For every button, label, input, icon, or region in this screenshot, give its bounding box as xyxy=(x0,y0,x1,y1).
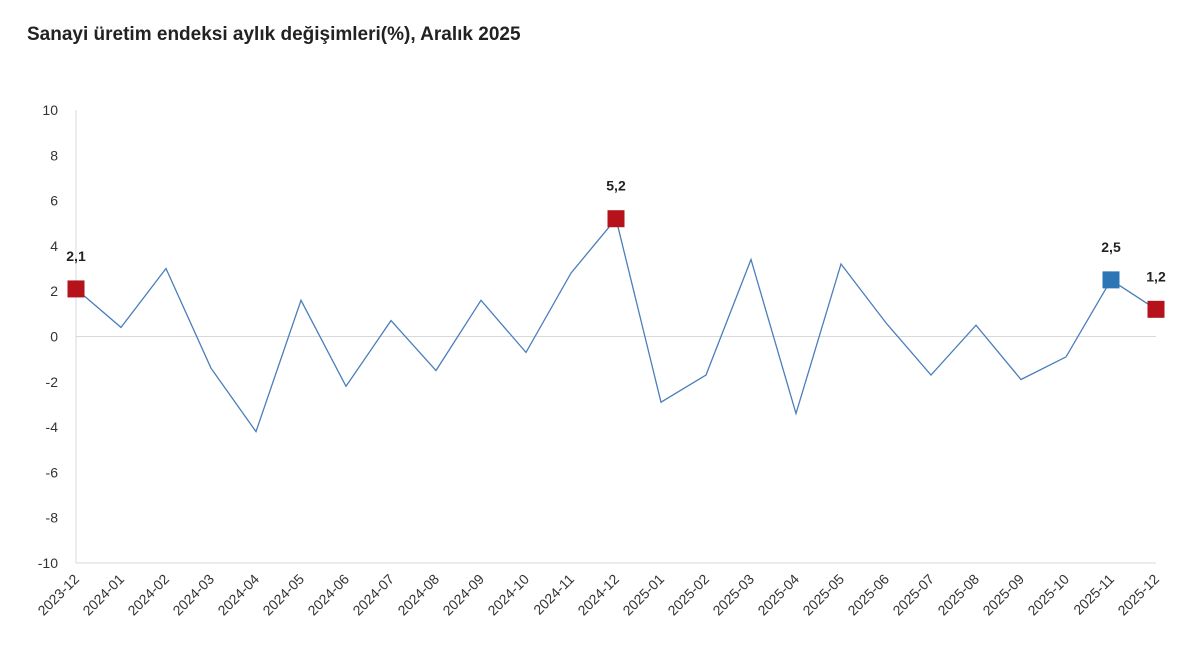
x-tick-label: 2024-06 xyxy=(304,571,352,619)
y-tick-label: -10 xyxy=(38,555,58,571)
x-tick-label: 2024-07 xyxy=(349,571,397,619)
x-tick-label: 2024-03 xyxy=(169,571,217,619)
x-tick-label: 2025-12 xyxy=(1114,571,1162,619)
x-tick-label: 2024-10 xyxy=(484,571,532,619)
y-tick-label: 6 xyxy=(50,193,58,209)
data-label: 2,1 xyxy=(66,248,86,264)
y-tick-label: -8 xyxy=(46,510,59,526)
y-tick-label: 4 xyxy=(50,238,58,254)
y-tick-label: 8 xyxy=(50,147,58,163)
x-tick-label: 2024-04 xyxy=(214,571,262,619)
data-point-marker xyxy=(607,210,625,228)
chart-axes xyxy=(75,110,1156,564)
series-line xyxy=(75,217,1157,434)
x-tick-label: 2025-11 xyxy=(1070,571,1117,618)
highlight-markers xyxy=(67,210,1165,318)
x-tick-label: 2025-02 xyxy=(664,571,712,619)
y-tick-label: 0 xyxy=(50,329,58,345)
x-tick-label: 2024-08 xyxy=(394,571,442,619)
y-tick-label: -2 xyxy=(46,374,59,390)
x-tick-label: 2023-12 xyxy=(34,571,82,619)
y-tick-label: -6 xyxy=(46,464,59,480)
x-tick-label: 2025-01 xyxy=(619,571,667,619)
x-axis-ticks: 2023-122024-012024-022024-032024-042024-… xyxy=(34,571,1162,619)
x-tick-label: 2024-11 xyxy=(530,571,577,618)
y-tick-label: 2 xyxy=(50,283,58,299)
x-tick-label: 2024-12 xyxy=(574,571,622,619)
x-tick-label: 2024-02 xyxy=(124,571,172,619)
x-tick-label: 2025-10 xyxy=(1024,571,1072,619)
data-labels: 2,1 5,2 2,5 1,2 xyxy=(66,178,1166,285)
data-point-marker xyxy=(1102,271,1120,289)
x-tick-label: 2025-08 xyxy=(934,571,982,619)
data-point-marker xyxy=(1147,300,1165,318)
chart-title: Sanayi üretim endeksi aylık değişimleri(… xyxy=(27,24,521,45)
x-tick-label: 2025-03 xyxy=(709,571,757,619)
data-label: 5,2 xyxy=(606,178,626,194)
data-point-marker xyxy=(67,280,85,298)
data-series xyxy=(75,217,1157,434)
x-tick-label: 2025-07 xyxy=(889,571,937,619)
y-tick-label: -4 xyxy=(46,419,59,435)
x-tick-label: 2025-04 xyxy=(754,571,802,619)
x-tick-label: 2025-05 xyxy=(799,571,847,619)
x-tick-label: 2024-09 xyxy=(439,571,487,619)
x-tick-label: 2025-09 xyxy=(979,571,1027,619)
y-axis-ticks: 10 8 6 4 2 0 -2 -4 -6 -8 -10 xyxy=(38,102,58,571)
data-label: 2,5 xyxy=(1101,239,1121,255)
x-tick-label: 2024-05 xyxy=(259,571,307,619)
y-tick-label: 10 xyxy=(42,102,58,118)
x-tick-label: 2024-01 xyxy=(79,571,127,619)
data-label: 1,2 xyxy=(1146,268,1166,284)
x-tick-label: 2025-06 xyxy=(844,571,892,619)
